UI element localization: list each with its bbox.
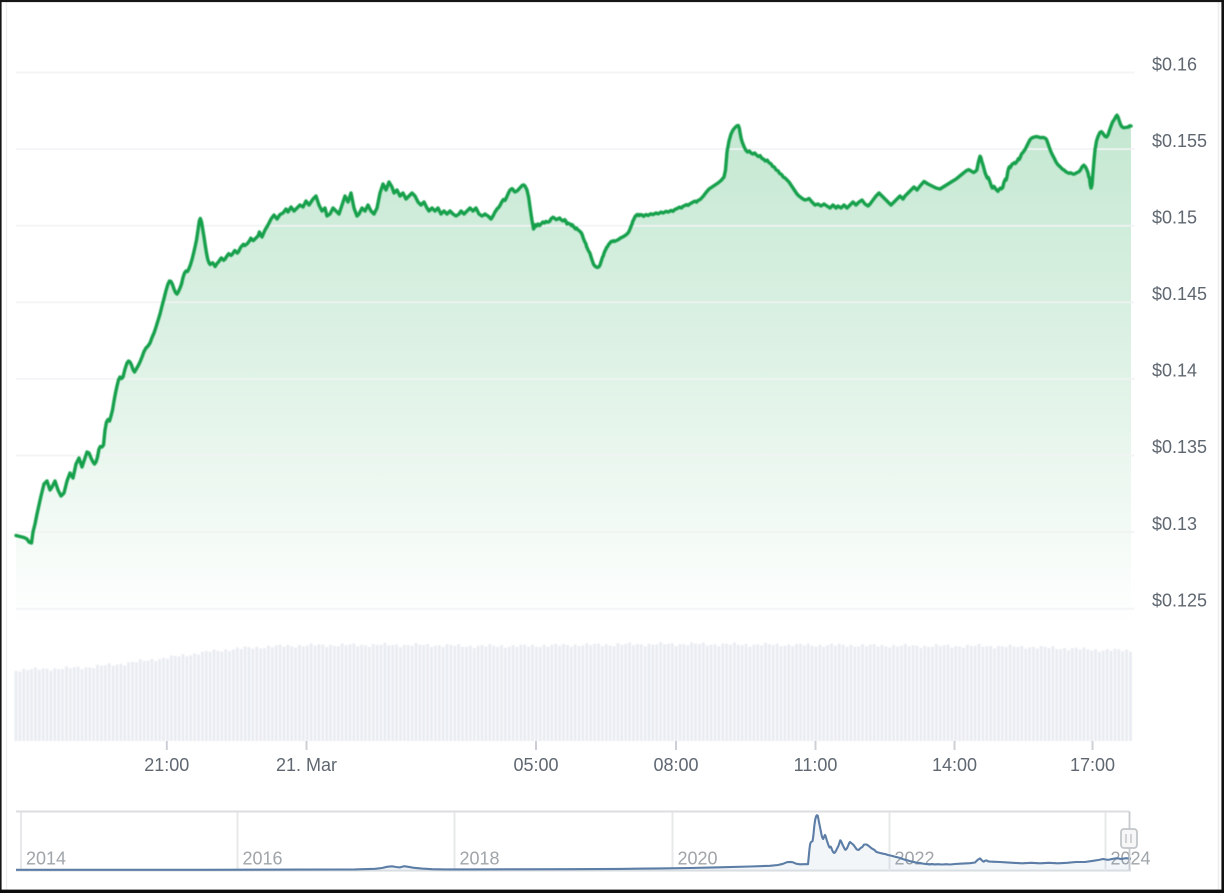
svg-text:$0.15: $0.15 [1152, 208, 1197, 228]
svg-text:$0.135: $0.135 [1152, 437, 1207, 457]
svg-text:14:00: 14:00 [932, 755, 977, 775]
svg-text:08:00: 08:00 [653, 755, 698, 775]
svg-text:2018: 2018 [460, 849, 500, 869]
svg-text:2016: 2016 [243, 849, 283, 869]
svg-text:$0.145: $0.145 [1152, 284, 1207, 304]
svg-text:$0.13: $0.13 [1152, 514, 1197, 534]
svg-text:11:00: 11:00 [794, 755, 838, 775]
svg-text:21. Mar: 21. Mar [276, 755, 337, 775]
svg-text:2020: 2020 [678, 849, 718, 869]
svg-text:$0.14: $0.14 [1152, 361, 1197, 381]
svg-text:2014: 2014 [26, 849, 66, 869]
svg-text:$0.16: $0.16 [1152, 55, 1197, 75]
svg-text:05:00: 05:00 [513, 755, 558, 775]
svg-text:$0.125: $0.125 [1152, 591, 1207, 611]
svg-text:17:00: 17:00 [1070, 755, 1115, 775]
svg-text:$0.155: $0.155 [1152, 131, 1207, 151]
svg-text:21:00: 21:00 [144, 755, 189, 775]
